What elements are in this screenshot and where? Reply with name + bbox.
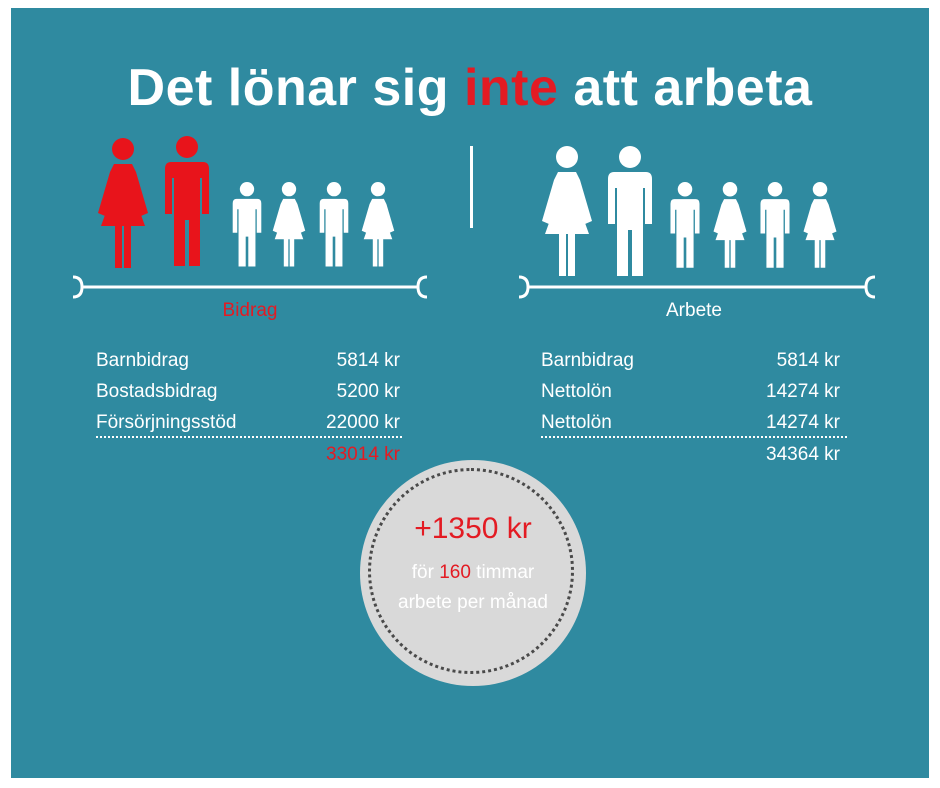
row-value: 14274 kr — [766, 412, 840, 433]
right-bracket — [518, 275, 876, 299]
child-boy-icon — [232, 182, 262, 267]
row-value: 5814 kr — [776, 350, 840, 371]
difference-amount: +1350 kr — [414, 512, 532, 545]
row-label: Barnbidrag — [541, 350, 634, 371]
child-boy-icon — [760, 182, 790, 268]
center-divider — [470, 146, 473, 228]
total-value: 34364 kr — [766, 444, 840, 465]
row-label: Bostadsbidrag — [96, 381, 218, 402]
row-label: Barnbidrag — [96, 350, 189, 371]
row-label: Nettolön — [541, 412, 612, 433]
title-highlight: inte — [463, 59, 559, 117]
difference-badge: +1350 kr för 160 timmar arbete per månad — [360, 460, 586, 686]
child-girl-icon — [272, 182, 306, 267]
work-period-text: arbete per månad — [398, 592, 548, 613]
left-bracket — [72, 275, 428, 299]
row-value: 22000 kr — [326, 412, 400, 433]
child-girl-icon — [713, 182, 747, 268]
row-value: 5814 kr — [336, 350, 400, 371]
left-group-label: Bidrag — [222, 300, 278, 321]
page-title: Det lönar sig inte att arbeta — [127, 59, 813, 117]
child-boy-icon — [319, 182, 349, 267]
man-icon — [165, 136, 209, 266]
hours-text: för 160 timmar — [411, 562, 535, 583]
child-girl-icon — [803, 182, 837, 268]
row-label: Försörjningsstöd — [96, 412, 237, 433]
woman-icon — [542, 146, 592, 276]
row-label: Nettolön — [541, 381, 612, 402]
right-family-icons — [542, 146, 837, 276]
right-group-label: Arbete — [666, 300, 722, 321]
man-icon — [608, 146, 652, 276]
row-value: 14274 kr — [766, 381, 840, 402]
right-sum-line — [541, 436, 847, 438]
child-girl-icon — [361, 182, 395, 267]
hours-value: 160 — [439, 562, 471, 583]
child-boy-icon — [670, 182, 700, 268]
woman-icon — [98, 138, 148, 268]
left-family-icons — [98, 136, 395, 268]
total-value: 33014 kr — [326, 444, 400, 465]
dotted-ring — [368, 468, 574, 674]
left-sum-line — [96, 436, 402, 438]
row-value: 5200 kr — [336, 381, 400, 402]
